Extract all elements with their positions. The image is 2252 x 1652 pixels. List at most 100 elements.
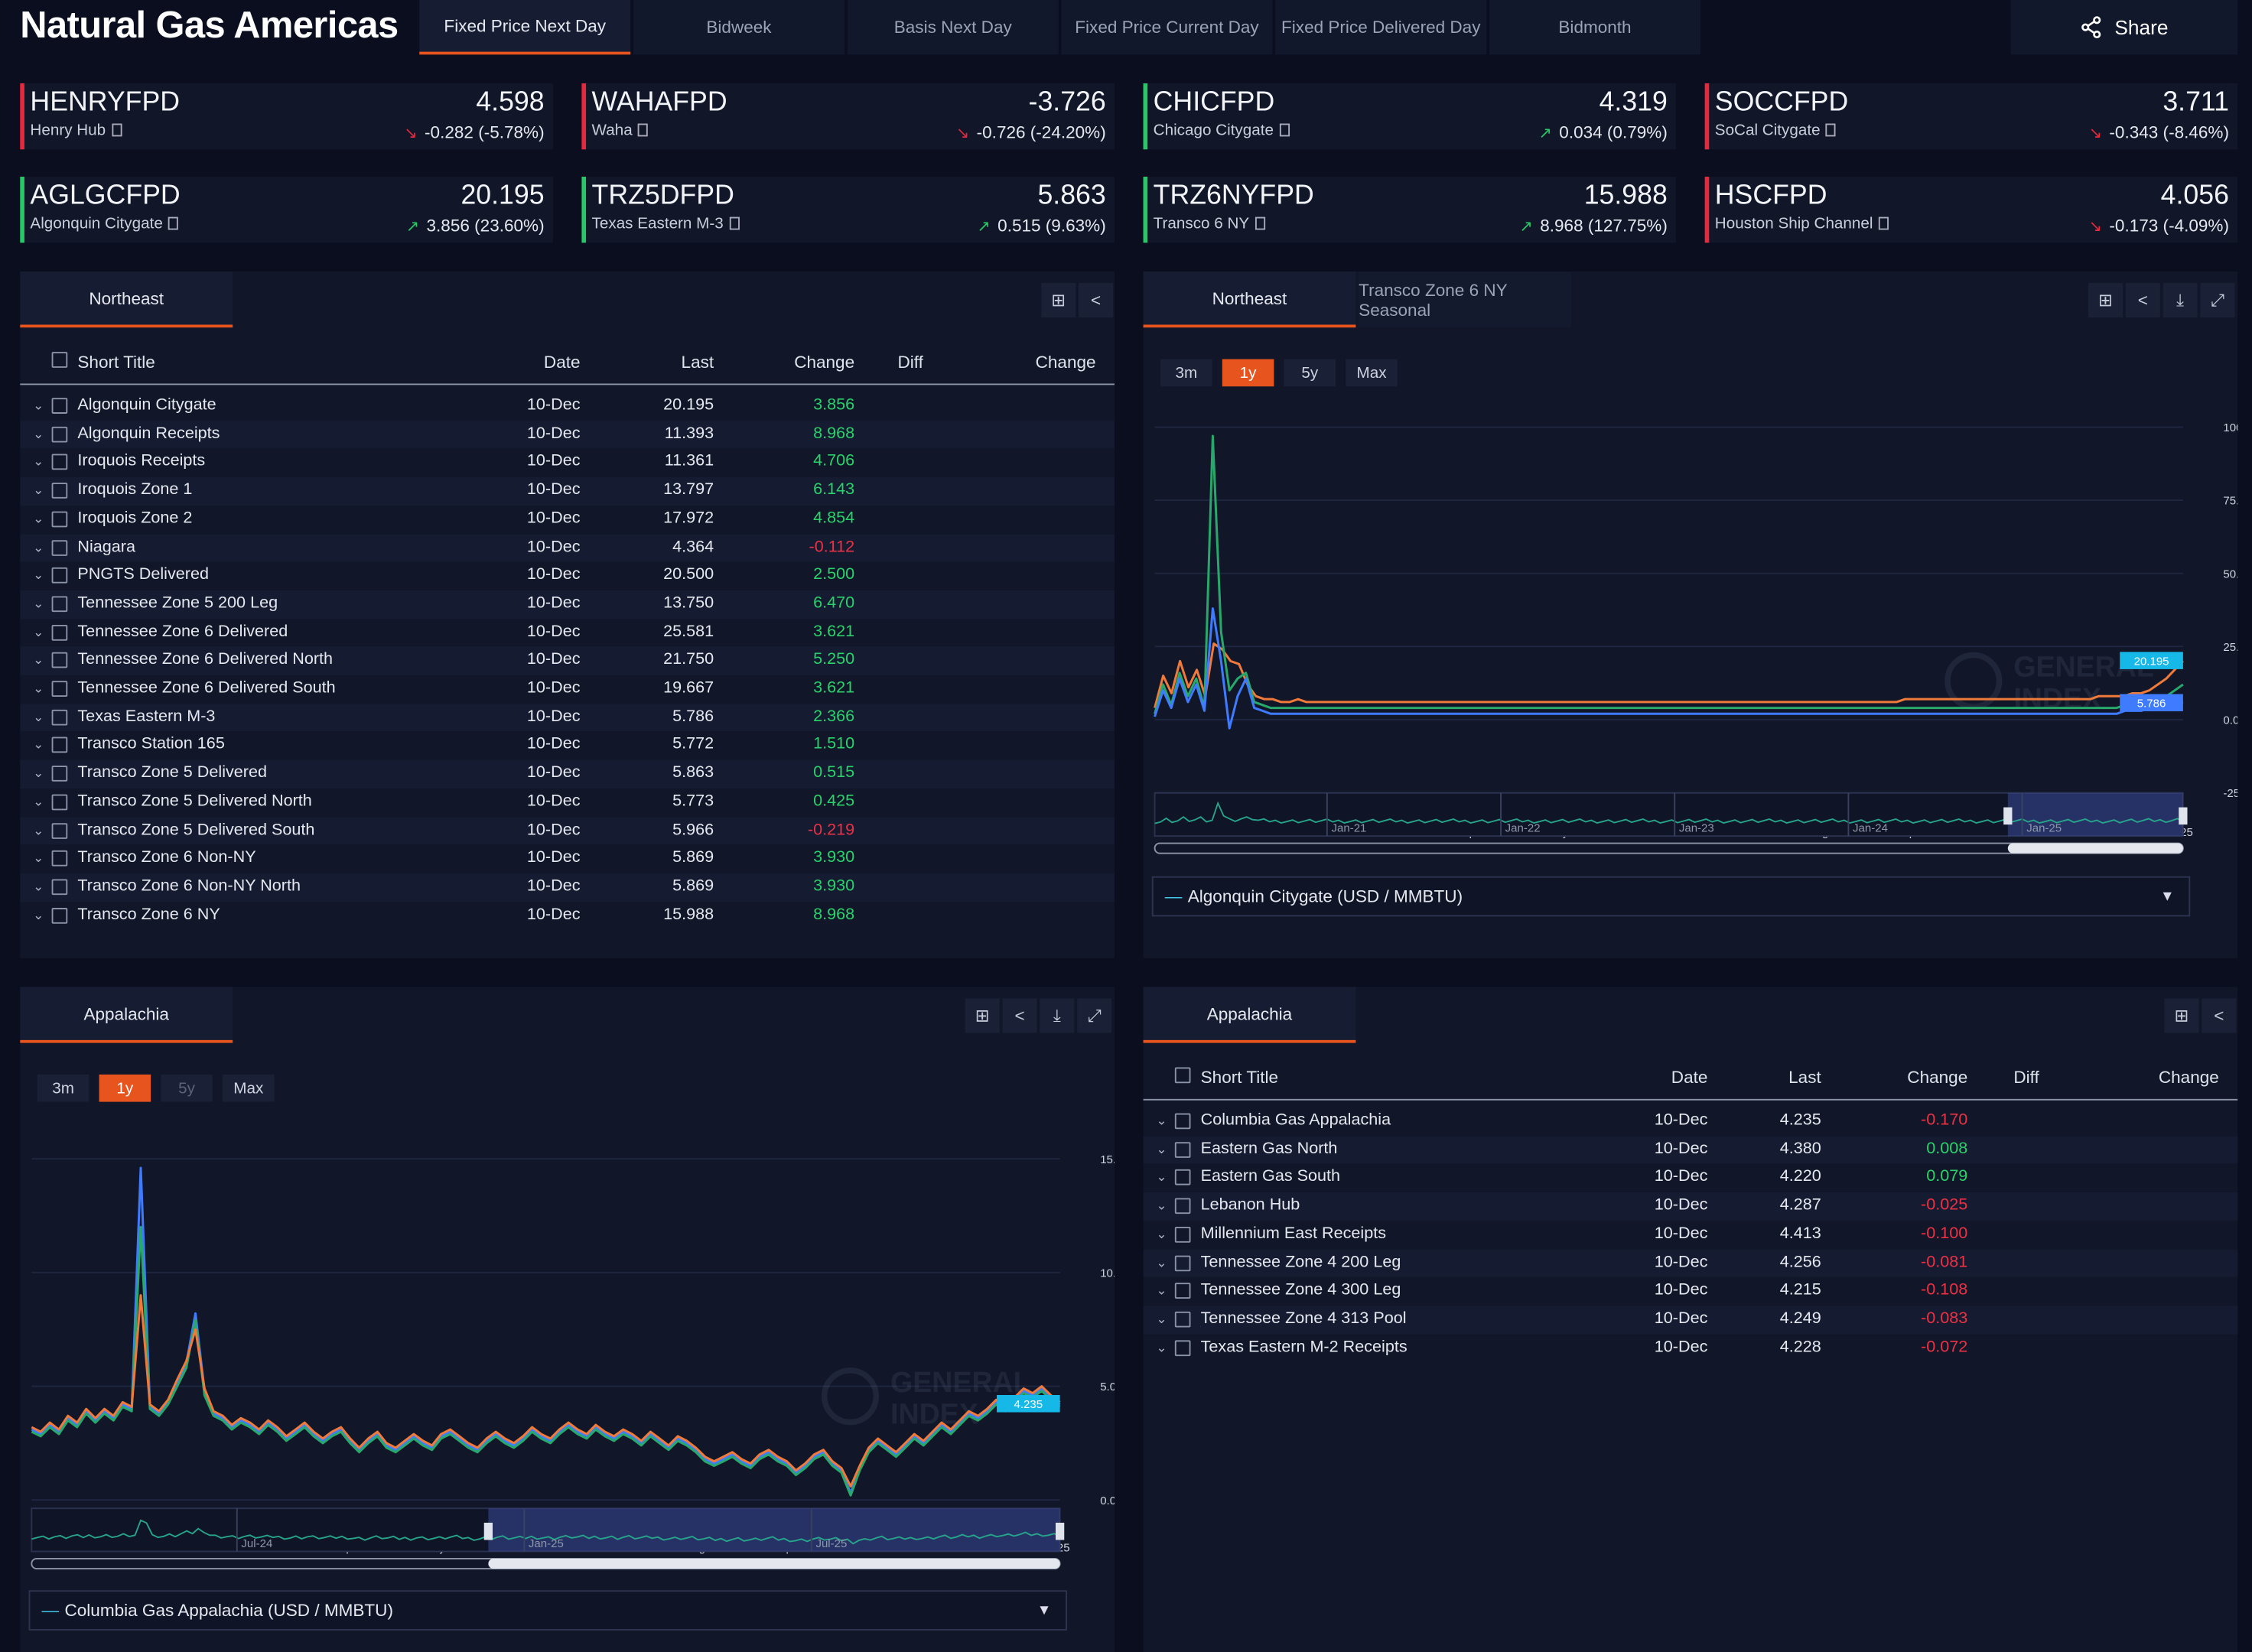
table-row[interactable]: ⌄ Transco Zone 6 Non-NY North 10-Dec 5.869 3… bbox=[20, 873, 1115, 902]
navigator-handle-left[interactable] bbox=[2003, 807, 2013, 825]
ticker-wahafpd[interactable]: WAHAFPD Waha -3.726 ↘ -0.726 (-24.20%) bbox=[581, 83, 1115, 150]
row-checkbox[interactable] bbox=[1174, 1198, 1191, 1215]
column-short-title[interactable]: Short Title bbox=[77, 352, 155, 372]
row-checkbox[interactable] bbox=[1174, 1283, 1191, 1299]
navigator-scrollbar-thumb[interactable] bbox=[488, 1558, 1060, 1569]
row-checkbox[interactable] bbox=[51, 511, 68, 527]
expand-chevron-icon[interactable]: ⌄ bbox=[1156, 1141, 1167, 1156]
expand-chevron-icon[interactable]: ⌄ bbox=[1156, 1169, 1167, 1185]
row-checkbox[interactable] bbox=[51, 737, 68, 753]
table-row[interactable]: ⌄ PNGTS Delivered 10-Dec 20.500 2.500 bbox=[20, 562, 1115, 590]
ticker-chicfpd[interactable]: CHICFPD Chicago Citygate 4.319 ↗ 0.034 (0.79… bbox=[1143, 83, 1677, 150]
table-row[interactable]: ⌄ Eastern Gas South 10-Dec 4.220 0.079 bbox=[1144, 1164, 2238, 1192]
expand-chevron-icon[interactable]: ⌄ bbox=[33, 737, 44, 753]
column-last[interactable]: Last bbox=[1788, 1067, 1821, 1088]
document-icon[interactable] bbox=[1279, 123, 1290, 137]
ticker-hscfpd[interactable]: HSCFPD Houston Ship Channel 4.056 ↘ -0.173 (… bbox=[1704, 177, 2238, 243]
row-checkbox[interactable] bbox=[1174, 1339, 1191, 1356]
document-icon[interactable] bbox=[1255, 216, 1265, 230]
table-row[interactable]: ⌄ Tennessee Zone 4 200 Leg 10-Dec 4.256 -0.0… bbox=[1143, 1249, 2238, 1278]
select-all-checkbox[interactable] bbox=[51, 352, 68, 368]
table-row[interactable]: ⌄ Algonquin Citygate 10-Dec 20.195 3.856 bbox=[20, 392, 1115, 421]
table-row[interactable]: ⌄ Transco Zone 5 Delivered North 10-Dec 5.7… bbox=[20, 789, 1115, 817]
navigator-scrollbar-thumb[interactable] bbox=[2007, 843, 2183, 854]
row-checkbox[interactable] bbox=[51, 879, 68, 895]
row-checkbox[interactable] bbox=[51, 624, 68, 640]
expand-chevron-icon[interactable]: ⌄ bbox=[33, 426, 44, 441]
table-row[interactable]: ⌄ Niagara 10-Dec 4.364 -0.112 bbox=[20, 533, 1115, 562]
column-diff[interactable]: Diff bbox=[2013, 1067, 2039, 1088]
expand-chevron-icon[interactable]: ⌄ bbox=[1156, 1339, 1167, 1354]
document-icon[interactable] bbox=[111, 123, 122, 137]
navigator-selection[interactable] bbox=[488, 1508, 1060, 1552]
row-checkbox[interactable] bbox=[51, 794, 68, 810]
tab-northeast-chart[interactable]: Northeast bbox=[1143, 271, 1356, 328]
row-checkbox[interactable] bbox=[1174, 1141, 1191, 1158]
table-row[interactable]: ⌄ Tennessee Zone 6 Delivered 10-Dec 25.581 3… bbox=[20, 619, 1115, 647]
expand-chevron-icon[interactable]: ⌄ bbox=[33, 511, 44, 526]
share-icon[interactable]: < bbox=[1002, 998, 1037, 1033]
expand-chevron-icon[interactable]: ⌄ bbox=[33, 766, 44, 781]
expand-chevron-icon[interactable]: ⌄ bbox=[33, 454, 44, 470]
tab-transco-zone6-seasonal[interactable]: Transco Zone 6 NY Seasonal bbox=[1359, 271, 1572, 328]
range-3m[interactable]: 3m bbox=[1160, 359, 1212, 387]
expand-chevron-icon[interactable]: ⌄ bbox=[33, 398, 44, 413]
column-date[interactable]: Date bbox=[1671, 1067, 1708, 1088]
row-checkbox[interactable] bbox=[51, 652, 68, 668]
add-chart-icon[interactable]: ⊞ bbox=[2164, 998, 2199, 1033]
table-row[interactable]: ⌄ Transco Zone 5 Delivered 10-Dec 5.863 0.51… bbox=[20, 759, 1115, 789]
row-checkbox[interactable] bbox=[1174, 1311, 1191, 1328]
expand-icon[interactable]: ⤢ bbox=[1077, 998, 1112, 1033]
table-row[interactable]: ⌄ Iroquois Zone 2 10-Dec 17.972 4.854 bbox=[20, 506, 1115, 534]
tab-fixed-price-current-day[interactable]: Fixed Price Current Day bbox=[1061, 0, 1273, 55]
column-last[interactable]: Last bbox=[681, 352, 714, 372]
expand-chevron-icon[interactable]: ⌄ bbox=[33, 850, 44, 866]
ticker-henryfpd[interactable]: HENRYFPD Henry Hub 4.598 ↘ -0.282 (-5.78%) bbox=[20, 83, 553, 150]
ticker-soccfpd[interactable]: SOCCFPD SoCal Citygate 3.711 ↘ -0.343 (-8.46… bbox=[1704, 83, 2238, 150]
document-icon[interactable] bbox=[729, 216, 740, 230]
expand-chevron-icon[interactable]: ⌄ bbox=[33, 624, 44, 639]
table-row[interactable]: ⌄ Transco Zone 5 Delivered South 10-Dec 5.9… bbox=[20, 816, 1115, 845]
row-checkbox[interactable] bbox=[51, 567, 68, 584]
table-row[interactable]: ⌄ Transco Station 165 10-Dec 5.772 1.510 bbox=[20, 732, 1115, 760]
row-checkbox[interactable] bbox=[51, 426, 68, 442]
row-checkbox[interactable] bbox=[51, 398, 68, 414]
add-chart-icon[interactable]: ⊞ bbox=[1041, 283, 1076, 318]
document-icon[interactable] bbox=[638, 123, 649, 137]
table-row[interactable]: ⌄ Texas Eastern M-2 Receipts 10-Dec 4.228 -0… bbox=[1144, 1334, 2238, 1362]
table-row[interactable]: ⌄ Tennessee Zone 6 Delivered South 10-Dec 1… bbox=[20, 675, 1115, 704]
add-chart-icon[interactable]: ⊞ bbox=[2088, 283, 2123, 318]
range-3m[interactable]: 3m bbox=[37, 1074, 89, 1102]
column-change-2[interactable]: Change bbox=[2158, 1067, 2219, 1088]
table-row[interactable]: ⌄ Millennium East Receipts 10-Dec 4.413 -0.1… bbox=[1144, 1221, 2238, 1249]
row-checkbox[interactable] bbox=[1174, 1113, 1191, 1130]
range-navigator[interactable]: Jan-21 Jan-22 Jan-23 Jan-24 Jan-25 bbox=[1154, 792, 2188, 837]
table-row[interactable]: ⌄ Iroquois Receipts 10-Dec 11.361 4.706 bbox=[20, 449, 1115, 477]
navigator-selection[interactable] bbox=[2007, 792, 2183, 837]
range-max[interactable]: Max bbox=[223, 1074, 275, 1102]
expand-chevron-icon[interactable]: ⌄ bbox=[1156, 1311, 1167, 1326]
row-checkbox[interactable] bbox=[51, 483, 68, 499]
expand-chevron-icon[interactable]: ⌄ bbox=[33, 681, 44, 696]
share-icon[interactable]: < bbox=[2202, 998, 2237, 1033]
share-icon[interactable]: < bbox=[1079, 283, 1114, 318]
column-change-2[interactable]: Change bbox=[1035, 352, 1096, 372]
table-row[interactable]: ⌄ Tennessee Zone 6 Delivered North 10-Dec 2… bbox=[20, 646, 1115, 675]
expand-chevron-icon[interactable]: ⌄ bbox=[1156, 1254, 1167, 1270]
row-checkbox[interactable] bbox=[51, 454, 68, 470]
row-checkbox[interactable] bbox=[1174, 1254, 1191, 1271]
table-row[interactable]: ⌄ Algonquin Receipts 10-Dec 11.393 8.968 bbox=[20, 420, 1115, 449]
expand-chevron-icon[interactable]: ⌄ bbox=[33, 652, 44, 668]
expand-chevron-icon[interactable]: ⌄ bbox=[1156, 1226, 1167, 1241]
series-selector[interactable]: — Algonquin Citygate (USD / MMBTU) ▼ bbox=[1151, 876, 2191, 917]
column-short-title[interactable]: Short Title bbox=[1200, 1067, 1279, 1088]
row-checkbox[interactable] bbox=[1174, 1169, 1191, 1186]
ticker-trz5dfpd[interactable]: TRZ5DFPD Texas Eastern M-3 5.863 ↗ 0.515 (9.… bbox=[581, 177, 1115, 243]
row-checkbox[interactable] bbox=[51, 822, 68, 838]
series-selector[interactable]: — Columbia Gas Appalachia (USD / MMBTU) … bbox=[28, 1590, 1068, 1631]
row-checkbox[interactable] bbox=[1174, 1226, 1191, 1243]
tab-appalachia[interactable]: Appalachia bbox=[1143, 987, 1356, 1043]
expand-chevron-icon[interactable]: ⌄ bbox=[33, 879, 44, 894]
expand-chevron-icon[interactable]: ⌄ bbox=[33, 794, 44, 809]
document-icon[interactable] bbox=[1826, 123, 1837, 137]
